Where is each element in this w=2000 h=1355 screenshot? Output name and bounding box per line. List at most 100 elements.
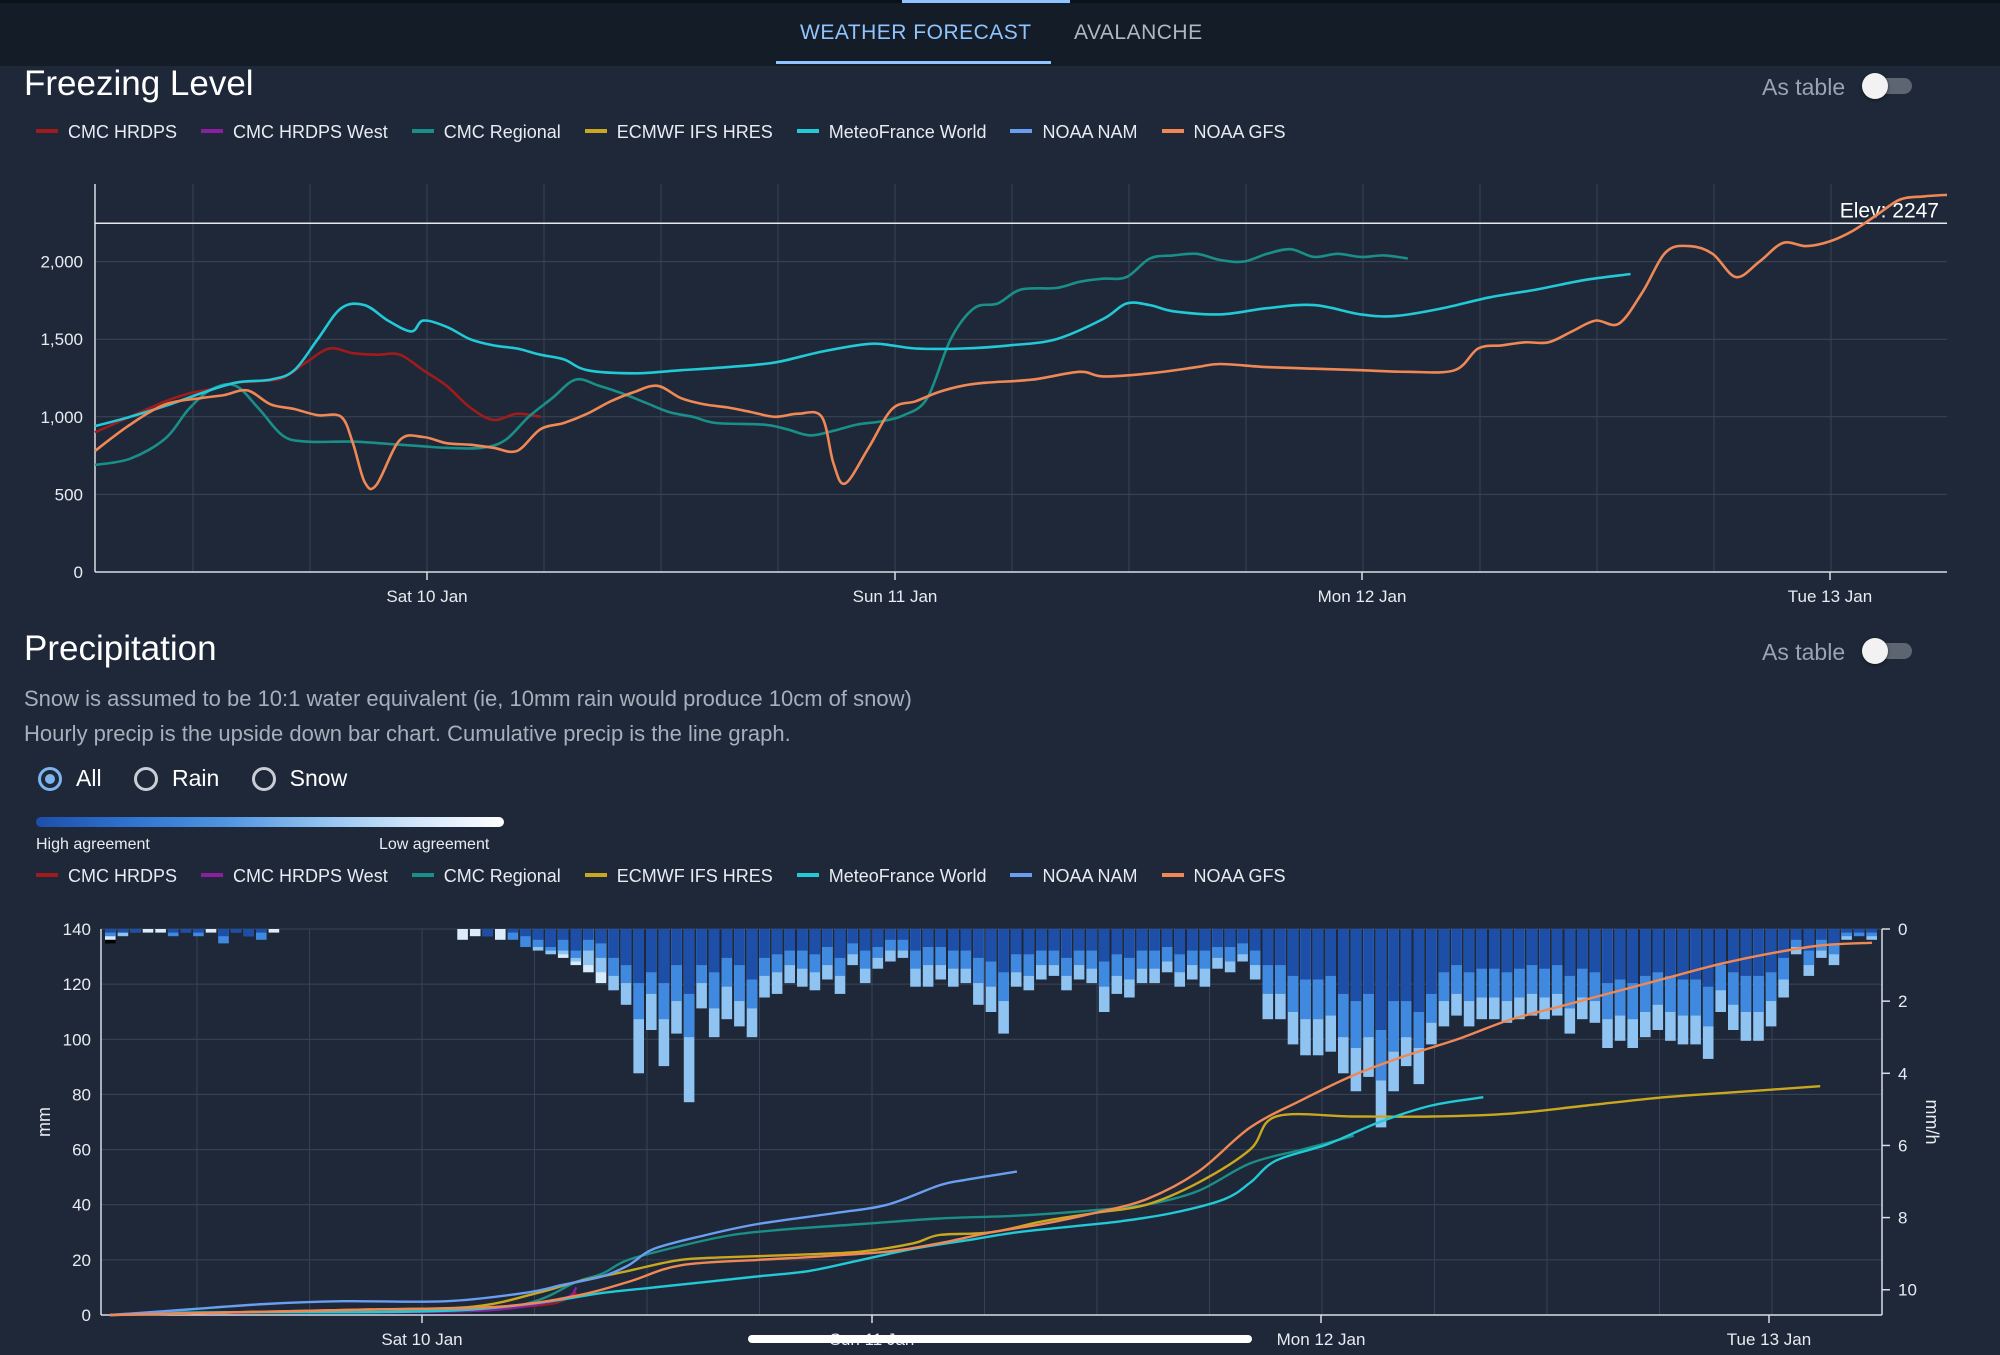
hourly-precip-bar [1161, 929, 1173, 947]
hourly-precip-bar [1086, 929, 1097, 951]
hourly-precip-bar [167, 929, 179, 933]
legend-item-cmc-hrdps-west[interactable]: CMC HRDPS West [201, 866, 388, 887]
legend-item-cmc-regional[interactable]: CMC Regional [411, 866, 561, 887]
cumulative-line-noaa-gfs [109, 941, 1873, 1317]
hourly-precip-bar [1287, 929, 1299, 976]
filter-rain-radio[interactable]: Rain [133, 765, 219, 792]
legend-item-noaa-gfs[interactable]: NOAA GFS [1161, 866, 1286, 887]
hourly-precip-bar [1778, 929, 1789, 958]
freezing-as-table-toggle[interactable] [1862, 73, 1914, 99]
hourly-precip-bar [1577, 929, 1588, 969]
legend-item-noaa-gfs[interactable]: NOAA GFS [1161, 122, 1286, 143]
chart-explanation-note: Hourly precip is the upside down bar cha… [24, 721, 791, 746]
hourly-precip-bar [583, 929, 594, 940]
series-line-cmc-regional [94, 247, 1408, 467]
hourly-precip-bar [457, 929, 468, 940]
hourly-precip-bar [1224, 929, 1236, 947]
hourly-precip-bar [1350, 929, 1362, 1002]
hourly-precip-bar [545, 929, 556, 947]
hourly-precip-bar [620, 929, 632, 966]
legend-item-cmc-regional[interactable]: CMC Regional [411, 122, 561, 143]
legend-item-noaa-nam[interactable]: NOAA NAM [1010, 866, 1138, 887]
hourly-precip-bar [872, 929, 884, 947]
hourly-precip-bar [532, 929, 544, 940]
hourly-precip-bar [633, 929, 644, 984]
freezing-level-chart: 0 500 1,000 1,500 2,000 Sat 10 Jan Sun 11 Jan M… [40, 184, 1948, 606]
hourly-precip-bar [595, 929, 607, 944]
tab-weather-forecast[interactable]: WEATHER FORECAST [800, 21, 1032, 44]
hourly-precip-bar [1262, 929, 1274, 966]
hourly-precip-bar [155, 929, 166, 933]
legend-swatch [201, 129, 224, 134]
hourly-precip-bar [1740, 929, 1752, 976]
hourly-precip-bar [1841, 929, 1852, 933]
legend-swatch [1010, 873, 1033, 878]
hourly-precip-bar [1187, 929, 1198, 951]
hourly-precip-bar [1841, 929, 1852, 937]
x-tick-label: Sun 11 Jan [853, 587, 938, 606]
precip-as-table-toggle[interactable] [1862, 638, 1914, 664]
top-tab-bar: WEATHER FORECAST AVALANCHE [0, 0, 2000, 66]
legend-item-noaa-nam[interactable]: NOAA NAM [1010, 122, 1138, 143]
precip-legend: CMC HRDPS CMC HRDPS West CMC Regional ECMWF… [36, 866, 1310, 890]
hourly-precip-bar [1564, 929, 1576, 976]
hourly-precip-bar [1325, 929, 1336, 976]
hourly-precip-bar [1514, 929, 1525, 969]
legend-item-cmc-hrdps[interactable]: CMC HRDPS [36, 122, 177, 143]
legend-item-meteofrance-world[interactable]: MeteoFrance World [796, 866, 986, 887]
hourly-precip-bar [746, 929, 758, 980]
hourly-precip-bar [1300, 929, 1311, 980]
legend-swatch [1161, 873, 1184, 878]
low-agreement-label: Low agreement [379, 836, 490, 853]
hourly-precip-bar [797, 929, 808, 951]
hourly-precip-bar [1413, 929, 1425, 1012]
tab-avalanche[interactable]: AVALANCHE [1074, 21, 1203, 44]
hourly-precip-bar [1363, 929, 1374, 994]
legend-swatch [796, 873, 819, 878]
y-tick-label: 0 [82, 1306, 91, 1325]
filter-all-radio[interactable]: All [38, 765, 102, 792]
legend-item-ecmwf-ifs-hres[interactable]: ECMWF IFS HRES [584, 866, 773, 887]
hourly-precip-bar [696, 929, 707, 966]
y-tick-label: 60 [72, 1141, 91, 1160]
legend-label: NOAA GFS [1193, 122, 1286, 142]
x-tick-label: Mon 12 Jan [1318, 587, 1407, 606]
hourly-precip-bar [683, 929, 695, 994]
freezing-as-table-label: As table [1762, 74, 1846, 100]
legend-item-cmc-hrdps[interactable]: CMC HRDPS [36, 866, 177, 887]
hourly-precip-bar [834, 929, 846, 958]
hourly-precip-bar [1589, 929, 1601, 973]
hourly-precip-bar [1866, 929, 1877, 933]
legend-label: ECMWF IFS HRES [616, 866, 773, 886]
hourly-precip-bar [1375, 929, 1387, 1030]
series-line-cmc-hrdps [94, 346, 541, 434]
legend-item-cmc-hrdps-west[interactable]: CMC HRDPS West [201, 122, 388, 143]
legend-item-ecmwf-ifs-hres[interactable]: ECMWF IFS HRES [584, 122, 773, 143]
hourly-precip-bar [495, 929, 506, 940]
hourly-precip-bar [658, 929, 670, 984]
hourly-precip-bar [1048, 929, 1060, 951]
hourly-precip-bar [847, 929, 858, 944]
filter-snow-radio[interactable]: Snow [251, 765, 347, 792]
precip-as-table-label: As table [1762, 639, 1846, 665]
legend-item-meteofrance-world[interactable]: MeteoFrance World [796, 122, 986, 143]
hourly-precip-bar [570, 929, 582, 951]
hourly-precip-bar [1501, 929, 1513, 973]
hourly-precip-bar [1438, 929, 1450, 973]
hourly-precip-bar [1036, 929, 1047, 951]
hourly-precip-bar [193, 929, 204, 933]
hourly-precip-bar [734, 929, 745, 966]
hourly-precip-bar [1702, 929, 1714, 987]
legend-swatch [796, 129, 819, 134]
hourly-precip-bar [771, 929, 783, 955]
hourly-precip-bar [721, 929, 733, 958]
hourly-precip-bar [1463, 929, 1475, 973]
x-tick-label: Tue 13 Jan [1788, 587, 1872, 606]
y-tick-label: 0 [74, 563, 83, 582]
legend-swatch [201, 873, 224, 878]
legend-label: NOAA GFS [1193, 866, 1286, 886]
y2-tick-label: 8 [1898, 1209, 1907, 1228]
hourly-precip-bar [897, 929, 909, 940]
freezing-legend: CMC HRDPS CMC HRDPS West CMC Regional ECMWF… [36, 122, 1310, 146]
